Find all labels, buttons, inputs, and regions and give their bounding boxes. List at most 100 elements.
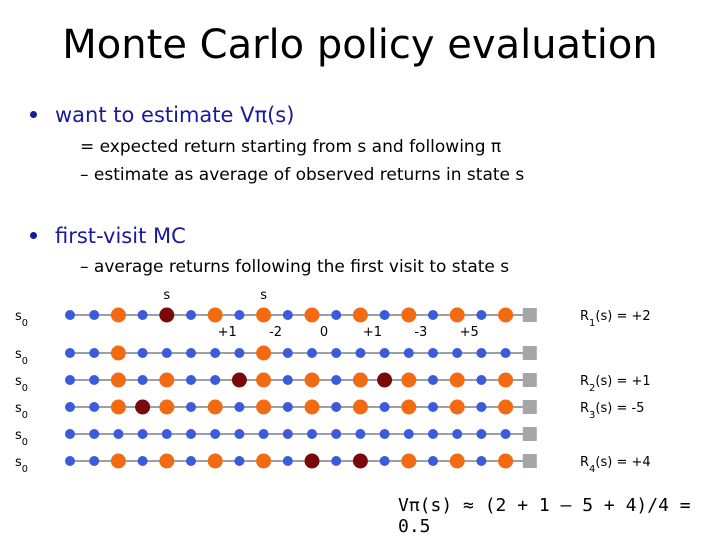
state-node <box>110 345 126 361</box>
action-dot <box>210 348 221 358</box>
state-s-node <box>352 453 368 469</box>
start-state-label: s0 <box>15 309 28 329</box>
action-dot <box>234 348 245 358</box>
state-node <box>498 372 514 388</box>
action-dot <box>282 348 293 358</box>
start-state-label: s0 <box>15 401 28 421</box>
action-dot <box>186 456 196 466</box>
reward-label: +1 <box>218 325 237 340</box>
action-dot <box>161 348 172 358</box>
state-node <box>401 399 417 415</box>
action-dot <box>428 375 438 385</box>
action-dot <box>355 429 366 439</box>
action-dot <box>331 375 342 385</box>
action-dot <box>210 375 221 385</box>
start-state-label: s0 <box>15 374 28 394</box>
action-dot <box>355 348 366 358</box>
action-dot <box>186 375 196 385</box>
state-node <box>449 372 465 388</box>
action-dot <box>307 429 317 439</box>
state-node <box>304 372 320 388</box>
state-node <box>352 372 368 388</box>
state-node <box>110 399 126 415</box>
action-dot <box>403 348 414 358</box>
state-s-marker: s <box>163 288 170 303</box>
sub-expected-return: = expected return starting from s and fo… <box>80 137 502 157</box>
state-node <box>449 453 465 469</box>
start-state-label: s0 <box>15 428 28 448</box>
action-dot <box>65 375 75 385</box>
action-dot <box>282 402 293 412</box>
bullet-first-visit: first-visit MC <box>30 224 186 248</box>
action-dot <box>89 348 100 358</box>
state-node <box>256 453 272 469</box>
action-dot <box>137 429 148 439</box>
action-dot <box>476 429 487 439</box>
action-dot <box>234 402 245 412</box>
state-node <box>159 372 175 388</box>
state-node <box>256 307 272 323</box>
state-node <box>256 399 272 415</box>
sub-first-visit-desc: – average returns following the first vi… <box>80 257 510 277</box>
action-dot <box>476 375 487 385</box>
bullet-dot <box>30 110 37 118</box>
state-node <box>352 307 368 323</box>
episode-return: R2(s) = +1 <box>580 374 651 394</box>
action-dot <box>282 310 293 320</box>
state-node <box>401 453 417 469</box>
state-node <box>449 399 465 415</box>
action-dot <box>331 429 342 439</box>
action-dot <box>500 348 511 358</box>
bullet-estimate-text: want to estimate Vπ(s) <box>55 103 295 127</box>
reward-label: 0 <box>320 325 328 340</box>
state-node <box>401 307 417 323</box>
reward-label: +1 <box>363 325 382 340</box>
state-node <box>256 372 272 388</box>
action-dot <box>331 348 342 358</box>
state-s-node <box>377 372 393 388</box>
action-dot <box>186 429 196 439</box>
action-dot <box>428 429 438 439</box>
action-dot <box>331 310 342 320</box>
state-node <box>498 307 514 323</box>
action-dot <box>452 429 463 439</box>
action-dot <box>65 456 75 466</box>
action-dot <box>282 429 293 439</box>
action-dot <box>186 402 196 412</box>
state-node <box>352 399 368 415</box>
action-dot <box>476 456 487 466</box>
action-dot <box>137 348 148 358</box>
state-node <box>304 399 320 415</box>
action-dot <box>258 429 269 439</box>
action-dot <box>186 310 196 320</box>
action-dot <box>428 310 438 320</box>
action-dot <box>331 402 342 412</box>
action-dot <box>186 348 196 358</box>
state-s-node <box>135 399 151 415</box>
slide-title: Monte Carlo policy evaluation <box>62 22 658 68</box>
action-dot <box>65 348 75 358</box>
action-dot <box>161 429 172 439</box>
action-dot <box>428 348 438 358</box>
action-dot <box>137 456 148 466</box>
action-dot <box>403 429 414 439</box>
state-node <box>110 307 126 323</box>
action-dot <box>65 310 75 320</box>
action-dot <box>379 456 390 466</box>
state-node <box>207 307 223 323</box>
state-s-node <box>304 453 320 469</box>
state-node <box>159 399 175 415</box>
action-dot <box>65 402 75 412</box>
action-dot <box>476 402 487 412</box>
bullet-estimate: want to estimate Vπ(s) <box>30 103 294 127</box>
episode-return: R1(s) = +2 <box>580 309 651 329</box>
action-dot <box>137 310 148 320</box>
action-dot <box>428 456 438 466</box>
action-dot <box>113 429 124 439</box>
action-dot <box>331 456 342 466</box>
bullet-dot <box>30 231 37 239</box>
terminal-square <box>522 454 537 468</box>
episode-return: R4(s) = +4 <box>580 455 651 475</box>
state-node <box>207 453 223 469</box>
